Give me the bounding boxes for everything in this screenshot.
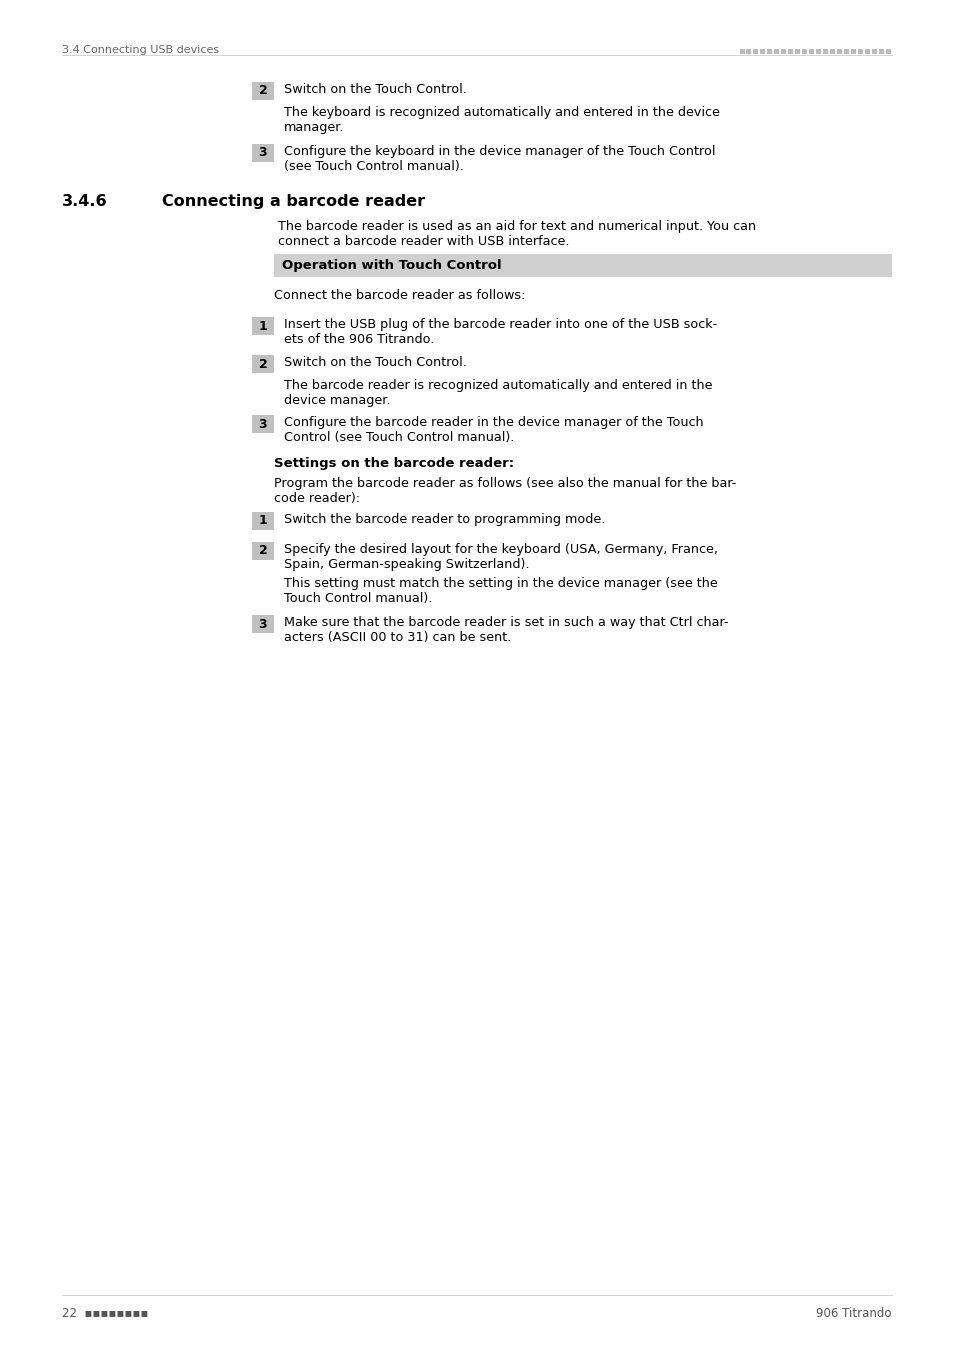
Text: Operation with Touch Control: Operation with Touch Control [282, 259, 501, 271]
Text: 1: 1 [258, 320, 267, 332]
Text: (see Touch Control manual).: (see Touch Control manual). [284, 161, 463, 173]
Text: Make sure that the barcode reader is set in such a way that Ctrl char-: Make sure that the barcode reader is set… [284, 616, 728, 629]
Text: 3: 3 [258, 147, 267, 159]
Text: Switch on the Touch Control.: Switch on the Touch Control. [284, 356, 466, 369]
Bar [252, 317, 274, 335]
Bar [252, 144, 274, 162]
Text: 2: 2 [258, 85, 267, 97]
Text: 2: 2 [258, 544, 267, 558]
Bar [252, 512, 274, 531]
Text: Touch Control manual).: Touch Control manual). [284, 593, 432, 605]
Text: 3: 3 [258, 617, 267, 630]
Text: Control (see Touch Control manual).: Control (see Touch Control manual). [284, 431, 514, 444]
Text: acters (ASCII 00 to 31) can be sent.: acters (ASCII 00 to 31) can be sent. [284, 630, 511, 644]
Text: Connect the barcode reader as follows:: Connect the barcode reader as follows: [274, 289, 525, 302]
Text: 1: 1 [258, 514, 267, 528]
Text: The barcode reader is used as an aid for text and numerical input. You can: The barcode reader is used as an aid for… [277, 220, 756, 234]
Text: 3.4.6: 3.4.6 [62, 194, 108, 209]
Text: Switch the barcode reader to programming mode.: Switch the barcode reader to programming… [284, 513, 605, 526]
Text: 906 Titrando: 906 Titrando [816, 1307, 891, 1320]
Bar [252, 355, 274, 373]
Text: Connecting a barcode reader: Connecting a barcode reader [162, 194, 425, 209]
Text: manager.: manager. [284, 122, 344, 134]
Text: device manager.: device manager. [284, 394, 390, 406]
Bar [274, 254, 891, 277]
Text: Specify the desired layout for the keyboard (USA, Germany, France,: Specify the desired layout for the keybo… [284, 543, 718, 556]
Text: The barcode reader is recognized automatically and entered in the: The barcode reader is recognized automat… [284, 379, 712, 391]
Text: 2: 2 [258, 358, 267, 370]
Text: Settings on the barcode reader:: Settings on the barcode reader: [274, 458, 514, 470]
Text: ▪▪▪▪▪▪▪▪▪▪▪▪▪▪▪▪▪▪▪▪▪▪: ▪▪▪▪▪▪▪▪▪▪▪▪▪▪▪▪▪▪▪▪▪▪ [738, 45, 891, 55]
Bar [252, 82, 274, 100]
Text: ets of the 906 Titrando.: ets of the 906 Titrando. [284, 333, 434, 346]
Text: 3.4 Connecting USB devices: 3.4 Connecting USB devices [62, 45, 219, 55]
Text: Insert the USB plug of the barcode reader into one of the USB sock-: Insert the USB plug of the barcode reade… [284, 319, 717, 331]
Bar [252, 541, 274, 560]
Text: connect a barcode reader with USB interface.: connect a barcode reader with USB interf… [277, 235, 569, 248]
Bar [252, 414, 274, 433]
Text: The keyboard is recognized automatically and entered in the device: The keyboard is recognized automatically… [284, 107, 720, 119]
Bar [252, 616, 274, 633]
Text: Program the barcode reader as follows (see also the manual for the bar-: Program the barcode reader as follows (s… [274, 477, 736, 490]
Text: Configure the barcode reader in the device manager of the Touch: Configure the barcode reader in the devi… [284, 416, 703, 429]
Text: Switch on the Touch Control.: Switch on the Touch Control. [284, 82, 466, 96]
Text: 3: 3 [258, 417, 267, 431]
Text: Configure the keyboard in the device manager of the Touch Control: Configure the keyboard in the device man… [284, 144, 715, 158]
Text: code reader):: code reader): [274, 491, 359, 505]
Text: This setting must match the setting in the device manager (see the: This setting must match the setting in t… [284, 576, 717, 590]
Text: 22  ▪▪▪▪▪▪▪▪: 22 ▪▪▪▪▪▪▪▪ [62, 1307, 149, 1320]
Text: Spain, German-speaking Switzerland).: Spain, German-speaking Switzerland). [284, 558, 529, 571]
